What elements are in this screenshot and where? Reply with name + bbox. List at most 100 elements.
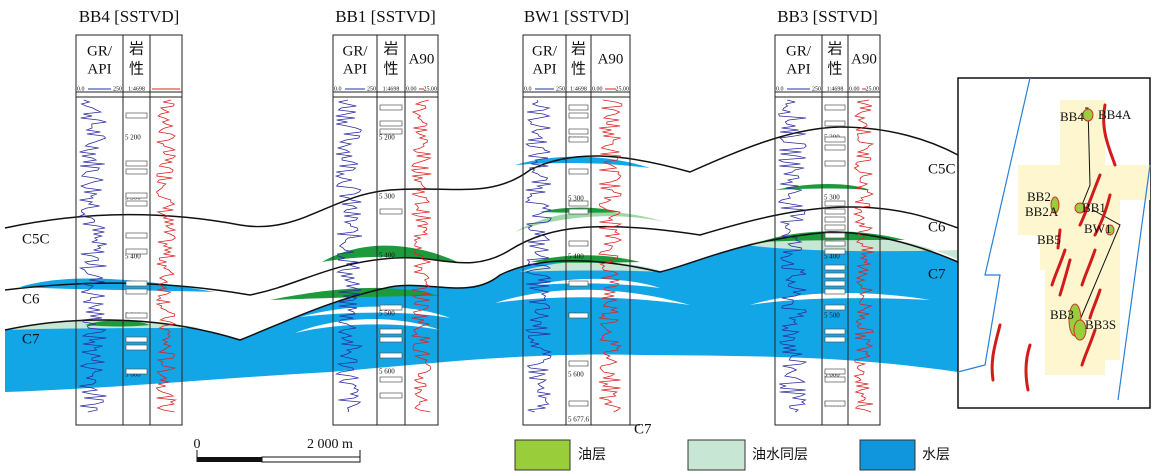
lith-bed — [569, 401, 588, 406]
gr-header: API — [343, 61, 367, 77]
horizon-label: C7 — [928, 266, 946, 282]
well-title: BB1 [SSTVD] — [335, 7, 436, 26]
lith-bed — [569, 313, 588, 318]
lith-bed — [825, 241, 845, 246]
lith-bed — [825, 401, 845, 406]
cross-section: BB4 [SSTVD]GR/API岩性0.02501:46985 2005 30… — [0, 0, 1159, 474]
lith-bed — [825, 249, 845, 254]
lith-header: 岩 — [571, 40, 586, 57]
lith-bed — [825, 201, 845, 206]
lith-bed — [825, 369, 845, 374]
lith-bed — [126, 201, 147, 206]
depth-label: 5 200 — [125, 134, 141, 142]
lith-bed — [126, 369, 147, 374]
map-well-label: BB4 — [1060, 109, 1084, 124]
horizon-label: C5C — [22, 231, 50, 247]
gr-header: GR/ — [87, 43, 113, 59]
lith-header: 岩 — [129, 40, 144, 57]
scale-label: 250 — [556, 86, 565, 92]
lith-bed — [825, 217, 845, 222]
lith-header: 性 — [827, 60, 842, 77]
map-well-label: BB4A — [1098, 107, 1132, 122]
lith-bed — [126, 249, 147, 254]
well-title: BB4 [SSTVD] — [79, 7, 180, 26]
lith-bed — [380, 337, 402, 342]
lith-header: 性 — [129, 60, 144, 77]
lith-bed — [825, 225, 845, 230]
depth-label: 5 600 — [379, 368, 395, 376]
map-well-label: BB5 — [1037, 232, 1061, 247]
map-well-label: BB2 — [1027, 189, 1051, 204]
lith-bed — [380, 377, 402, 382]
scale-label: 1:4698 — [570, 86, 587, 92]
scale-end: 2 000 m — [307, 437, 353, 452]
legend-label: 油水同层 — [752, 447, 808, 463]
depth-label: 5 677.6 — [568, 416, 590, 424]
lith-header: 性 — [383, 60, 398, 77]
legend — [515, 440, 915, 470]
lith-bed — [380, 329, 402, 334]
gr-header: GR/ — [532, 43, 558, 59]
lith-bed — [569, 241, 588, 246]
lith-bed — [126, 345, 147, 350]
depth-label: 5 300 — [379, 193, 395, 201]
scale-label: 0.00 — [849, 86, 860, 92]
scale-label: 0.00 — [592, 86, 603, 92]
lith-bed — [569, 201, 588, 206]
depth-label: 5 400 — [379, 252, 395, 260]
map-well-label: BB1 — [1082, 200, 1106, 215]
gr-header: API — [87, 61, 111, 77]
lith-bed — [380, 393, 402, 398]
legend-swatch — [860, 440, 915, 470]
depth-label: 5 400 — [568, 253, 584, 261]
lith-bed — [569, 209, 588, 214]
layers — [5, 127, 958, 392]
lith-bed — [825, 289, 845, 294]
scale-start: 0 — [194, 437, 201, 452]
lith-bed — [126, 113, 147, 118]
lith-bed — [126, 161, 147, 166]
map-well-label: BB2A — [1025, 204, 1059, 219]
lith-bed — [380, 353, 402, 358]
scale-label: 0.0 — [77, 86, 85, 92]
lith-bed — [825, 233, 845, 238]
scale-label: 1:4698 — [383, 86, 400, 92]
lith-bed — [825, 265, 845, 270]
lith-bed — [126, 313, 147, 318]
lith-bed — [380, 121, 402, 126]
oil-patch — [1083, 109, 1093, 121]
lith-header: 岩 — [827, 40, 842, 57]
lith-bed — [825, 281, 845, 286]
a90-header: A90 — [598, 51, 624, 67]
lith-bed — [126, 337, 147, 342]
lith-bed — [126, 289, 147, 294]
scale-label: 25.00 — [424, 86, 438, 92]
gr-header: API — [532, 61, 556, 77]
scale-bar-black — [197, 457, 262, 462]
lith-bed — [825, 329, 845, 334]
lith-bed — [825, 337, 845, 342]
scale-label: 25.00 — [616, 86, 630, 92]
lith-bed — [569, 169, 588, 174]
horizon-label: C6 — [928, 219, 946, 235]
horizon-c5c — [5, 127, 958, 228]
legend-swatch — [515, 440, 570, 470]
lith-bed — [380, 105, 402, 110]
lith-bed — [825, 121, 845, 126]
horizon-label: C7 — [22, 331, 40, 347]
lith-bed — [825, 145, 845, 150]
water-layer — [5, 232, 958, 392]
legend-label: 水层 — [922, 447, 950, 463]
scale-label: 0.0 — [776, 86, 784, 92]
lith-bed — [569, 281, 588, 286]
lith-bed — [569, 113, 588, 118]
a90-header: A90 — [851, 51, 877, 67]
scale-label: 1:4698 — [827, 86, 844, 92]
scale-label: 25.00 — [866, 86, 880, 92]
horizon-label: C5C — [928, 161, 956, 177]
lith-bed — [569, 137, 588, 142]
lith-bed — [569, 129, 588, 134]
lith-bed — [126, 233, 147, 238]
lith-bed — [126, 169, 147, 174]
lith-bed — [825, 105, 845, 110]
